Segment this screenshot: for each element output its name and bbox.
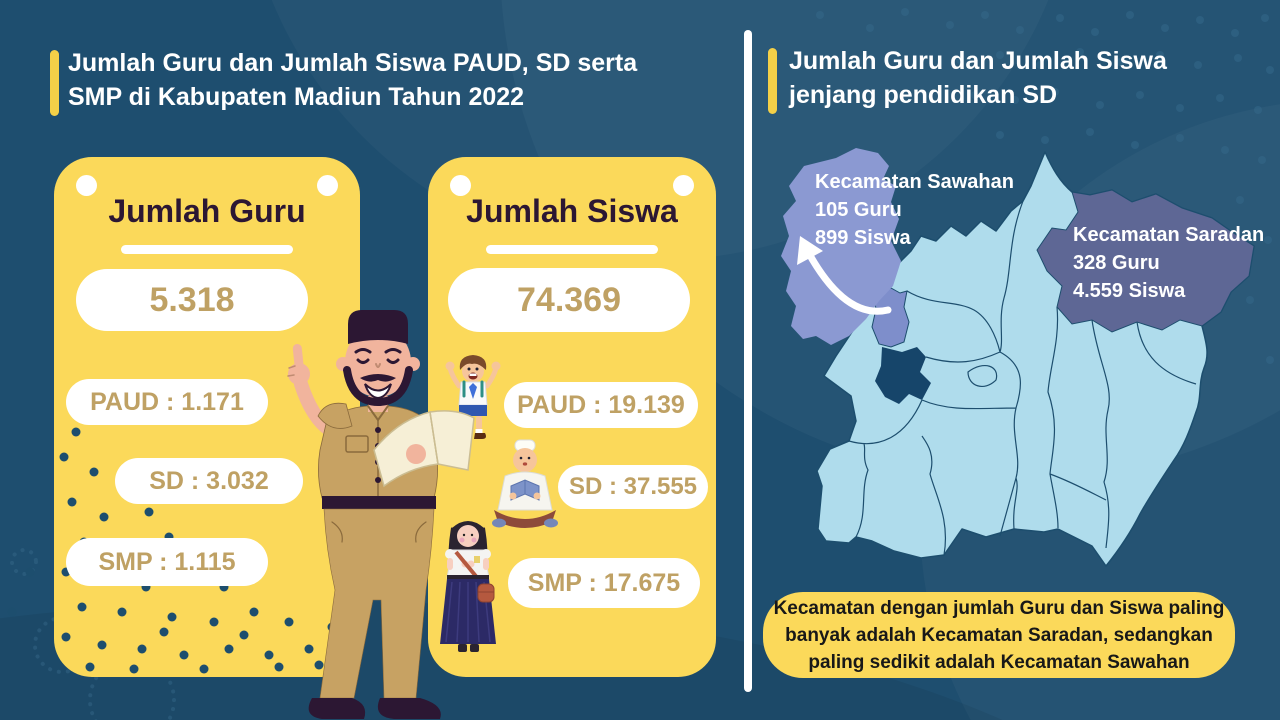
sawahan-guru: 105 Guru (815, 199, 902, 221)
pin-circle (450, 175, 471, 196)
guru-sd-pill: SD : 3.032 (115, 458, 303, 504)
title-underline (486, 245, 658, 254)
conclusion-line: banyak adalah Kecamatan Saradan, sedangk… (785, 624, 1213, 646)
sawahan-name: Kecamatan Sawahan (815, 171, 1014, 193)
sawahan-enlarged-shape (781, 148, 901, 345)
student-girl-icon (440, 521, 496, 652)
reading-boy-icon (492, 439, 558, 528)
madiun-district-map (781, 148, 1255, 567)
guru-paud-pill: PAUD : 1.171 (66, 379, 268, 425)
guru-card-title: Jumlah Guru (108, 193, 306, 229)
conclusion-box: Kecamatan dengan jumlah Guru dan Siswa p… (763, 592, 1235, 678)
guru-total-pill: 5.318 (76, 269, 308, 331)
pin-circle (317, 175, 338, 196)
section-divider (744, 30, 752, 692)
teacher-illustration (287, 310, 475, 719)
siswa-sd-value: SD : 37.555 (568, 473, 698, 500)
map-internal-borders (848, 200, 1197, 556)
map-city-enclave (875, 347, 931, 404)
curved-arrow-head (797, 236, 823, 265)
title-line: SMP di Kabupaten Madiun Tahun 2022 (68, 83, 525, 111)
title-line: Jumlah Guru dan Jumlah Siswa PAUD, SD se… (68, 49, 638, 77)
dot-pattern-top-right (816, 8, 1274, 364)
guru-total-value: 5.318 (149, 280, 235, 319)
title-accent-bar-right (768, 48, 777, 114)
siswa-paud-value: PAUD : 19.139 (517, 390, 685, 419)
title-line: jenjang pendidikan SD (789, 81, 1058, 109)
guru-smp-pill: SMP : 1.115 (66, 538, 268, 586)
curved-arrow (803, 246, 892, 315)
pin-circle (673, 175, 694, 196)
saradan-callout: Kecamatan Saradan 328 Guru 4.559 Siswa (1073, 221, 1264, 305)
map-district-saradan (1036, 189, 1255, 333)
siswa-smp-value: SMP : 17.675 (527, 568, 681, 597)
guru-sd-value: SD : 3.032 (149, 466, 269, 495)
title-underline (121, 245, 293, 254)
left-section-title: Jumlah Guru dan Jumlah Siswa PAUD, SD se… (68, 46, 637, 114)
conclusion-line: Kecamatan dengan jumlah Guru dan Siswa p… (773, 597, 1225, 619)
title-accent-bar-left (50, 50, 59, 116)
siswa-sd-pill: SD : 37.555 (558, 465, 708, 509)
map-district-sawahan (871, 287, 910, 348)
title-line: Jumlah Guru dan Jumlah Siswa (789, 47, 1167, 75)
pin-circle (76, 175, 97, 196)
siswa-card-title: Jumlah Siswa (466, 193, 678, 229)
sawahan-siswa: 899 Siswa (815, 227, 911, 249)
siswa-paud-pill: PAUD : 19.139 (504, 382, 698, 428)
conclusion-line: paling sedikit adalah Kecamatan Sawahan (808, 651, 1190, 673)
guru-paud-value: PAUD : 1.171 (90, 387, 244, 416)
siswa-smp-pill: SMP : 17.675 (508, 558, 700, 608)
saradan-siswa: 4.559 Siswa (1073, 280, 1186, 302)
sawahan-callout: Kecamatan Sawahan 105 Guru 899 Siswa (815, 168, 1014, 252)
guru-smp-value: SMP : 1.115 (98, 547, 236, 576)
right-section-title: Jumlah Guru dan Jumlah Siswa jenjang pen… (789, 44, 1167, 112)
saradan-guru: 328 Guru (1073, 252, 1160, 274)
siswa-total-value: 74.369 (517, 280, 621, 319)
saradan-name: Kecamatan Saradan (1073, 224, 1265, 246)
siswa-total-pill: 74.369 (448, 268, 690, 332)
